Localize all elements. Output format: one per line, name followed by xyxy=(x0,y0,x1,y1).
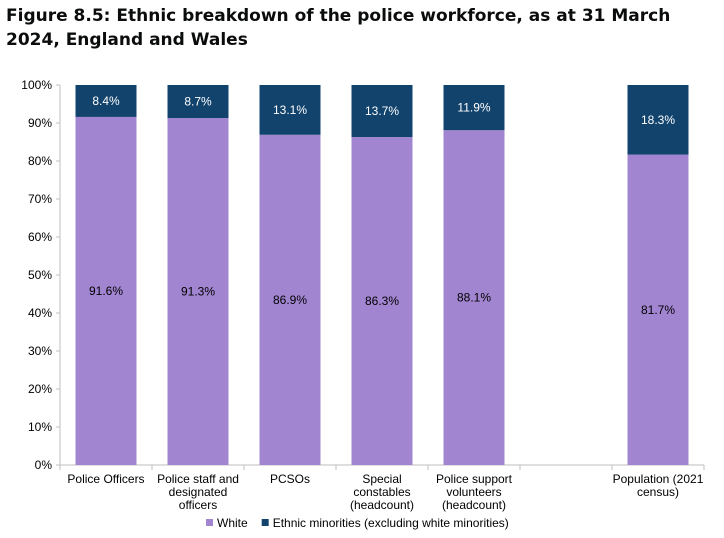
y-tick-label: 20% xyxy=(28,382,52,396)
data-label-ethnic-minorities: 11.9% xyxy=(457,101,490,115)
data-label-white: 88.1% xyxy=(457,291,491,305)
data-label-ethnic-minorities: 13.7% xyxy=(365,104,399,118)
data-label-ethnic-minorities: 8.4% xyxy=(92,94,120,108)
y-tick-label: 80% xyxy=(28,154,52,168)
data-label-white: 81.7% xyxy=(641,303,675,317)
x-category-label: (headcount) xyxy=(350,498,414,512)
y-tick-label: 10% xyxy=(28,420,52,434)
data-label-white: 86.3% xyxy=(365,294,399,308)
legend: White Ethnic minorities (excluding white … xyxy=(206,516,509,530)
x-category-label: Police staff and xyxy=(157,472,239,486)
bar-ethnic-minorities xyxy=(259,85,321,135)
x-category-label: Population (2021 xyxy=(613,472,704,486)
bar-white xyxy=(627,154,689,466)
x-category-label: Special xyxy=(362,472,401,486)
bar-ethnic-minorities xyxy=(443,85,505,131)
y-tick-label: 100% xyxy=(21,78,52,92)
data-label-white: 91.3% xyxy=(181,285,215,299)
bar-ethnic-minorities xyxy=(627,85,689,155)
legend-swatch-ethnic-minorities xyxy=(261,519,269,526)
x-category-label: designated xyxy=(169,485,228,499)
x-category-label: Police Officers xyxy=(67,472,144,486)
legend-label-white: White xyxy=(217,516,248,530)
y-tick-label: 30% xyxy=(28,344,52,358)
bar-ethnic-minorities xyxy=(75,85,137,117)
y-tick-label: 40% xyxy=(28,306,52,320)
bar-white xyxy=(167,118,229,465)
axes: 0% 10% 20% 30% 40% 50% 60% 70% 80% 90% 100% xyxy=(21,78,705,472)
data-label-white: 86.9% xyxy=(273,293,307,307)
bars xyxy=(75,85,689,466)
x-category-label: census) xyxy=(637,485,679,499)
bar-white xyxy=(259,134,321,465)
bar-ethnic-minorities xyxy=(351,85,413,138)
y-tick-label: 60% xyxy=(28,230,52,244)
data-label-ethnic-minorities: 13.1% xyxy=(273,103,307,117)
x-category-label: Police support xyxy=(436,472,513,486)
bar-ethnic-minorities xyxy=(167,85,229,119)
x-axis-labels: Police Officers Police staff anddesignate… xyxy=(67,472,703,512)
legend-label-ethnic-minorities: Ethnic minorities (excluding white minor… xyxy=(273,516,509,530)
y-tick-label: 0% xyxy=(35,458,53,472)
y-tick-label: 90% xyxy=(28,116,52,130)
x-category-label: constables xyxy=(353,485,410,499)
bar-white xyxy=(443,130,505,465)
chart-title: Figure 8.5: Ethnic breakdown of the poli… xyxy=(6,6,671,50)
data-label-white: 91.6% xyxy=(89,284,123,298)
x-category-label: PCSOs xyxy=(270,472,310,486)
data-label-ethnic-minorities: 18.3% xyxy=(641,113,675,127)
x-category-label: volunteers xyxy=(446,485,501,499)
bar-white xyxy=(75,116,137,466)
y-tick-label: 50% xyxy=(28,268,52,282)
y-tick-label: 70% xyxy=(28,192,52,206)
bar-white xyxy=(351,137,413,465)
data-labels: 91.6% 8.4% 91.3% 8.7% 86.9% 13.1% 86.3% 13.7% 88… xyxy=(89,94,675,317)
x-category-label: (headcount) xyxy=(442,498,506,512)
legend-swatch-white xyxy=(206,519,213,526)
x-category-label: officers xyxy=(179,498,217,512)
data-label-ethnic-minorities: 8.7% xyxy=(184,95,212,109)
